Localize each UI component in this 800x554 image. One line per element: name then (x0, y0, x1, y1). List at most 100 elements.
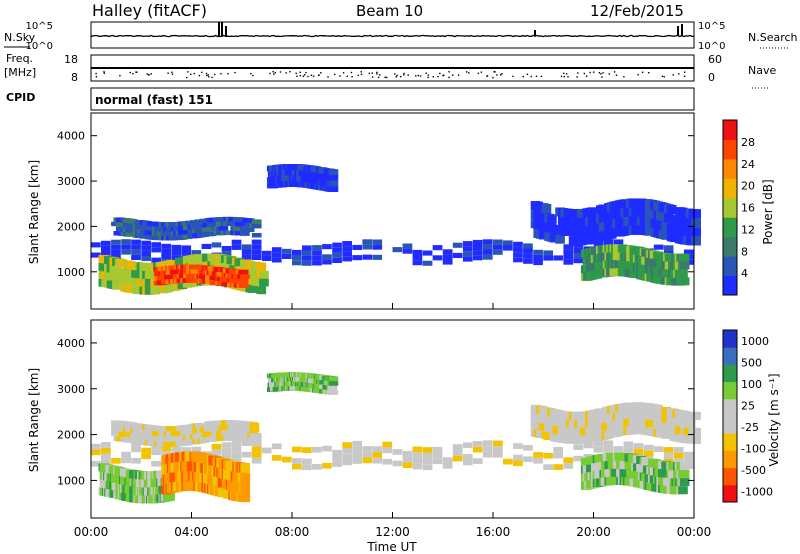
velocity-cell (372, 452, 383, 458)
power-cell (683, 249, 694, 255)
power-cell (663, 245, 674, 251)
velocity-cell (422, 464, 433, 471)
power-colorbar-tick: 8 (741, 245, 748, 258)
velocity-cell (685, 435, 696, 444)
power-cell (322, 254, 332, 260)
power-cell (259, 278, 269, 287)
beam-title: Beam 10 (356, 2, 423, 20)
velocity-band-2 (98, 463, 175, 504)
power-cell (131, 254, 141, 260)
power-cell (177, 257, 188, 266)
velocity-cell (462, 459, 473, 466)
velocity-cell (523, 445, 533, 451)
power-cell (666, 277, 677, 286)
power-cell (91, 242, 101, 248)
velocity-cell (626, 402, 636, 411)
power-cell (151, 247, 161, 253)
velocity-cell (673, 447, 684, 453)
power-cell (653, 251, 663, 260)
nave-dot (299, 71, 301, 73)
velocity-cell (579, 427, 590, 436)
velocity-cell (352, 458, 362, 464)
power-cell (422, 250, 433, 256)
nave-dot (417, 74, 419, 77)
power-colorbar-swatch (723, 256, 737, 277)
power-cell (240, 274, 250, 279)
velocity-cell (691, 435, 701, 444)
nave-label: Nave (748, 64, 776, 77)
velocity-cell (653, 404, 663, 413)
nave-dot (371, 72, 373, 74)
velocity-cell (617, 419, 628, 428)
nave-dot (342, 72, 345, 74)
power-cell (312, 245, 322, 251)
station-title: Halley (fitACF) (92, 1, 207, 20)
velocity-cell (472, 458, 483, 464)
power-cell (412, 260, 423, 266)
velocity-cell (352, 452, 362, 459)
velocity-cell (577, 435, 587, 444)
power-cell (568, 227, 579, 237)
nave-dot (526, 73, 529, 75)
power-cell (462, 251, 473, 257)
velocity-cell (120, 431, 131, 437)
power-colorbar-tick: 12 (741, 223, 755, 236)
nave-dot (576, 76, 578, 78)
power-cell (442, 259, 453, 265)
velocity-cell (482, 440, 493, 446)
velocity-cell (530, 412, 541, 421)
power-cell (261, 250, 272, 256)
power-cell (679, 277, 690, 286)
power-cell (191, 250, 202, 256)
velocity-cell (251, 446, 262, 453)
velocity-cell (641, 457, 651, 466)
nave-dot (615, 74, 618, 76)
velocity-cell (623, 447, 634, 453)
power-cell (248, 269, 258, 278)
velocity-band-1 (111, 420, 262, 447)
velocity-cell (231, 440, 242, 447)
velocity-cell (217, 487, 228, 498)
velocity-band-3 (161, 451, 251, 503)
power-cell (271, 252, 282, 258)
x-tick-label: 20:00 (576, 525, 611, 539)
power-cell (523, 248, 533, 254)
velocity-cell (679, 478, 690, 487)
velocity-cell (271, 455, 282, 461)
power-cell (620, 199, 631, 209)
nave-dot (103, 72, 105, 74)
power-cell (131, 249, 141, 255)
power-cell (587, 225, 598, 235)
velocity-cell (271, 443, 282, 450)
velocity-cell (292, 463, 302, 470)
power-colorbar-swatch (723, 158, 737, 179)
power-colorbar-tick: 24 (741, 158, 755, 171)
power-cell (332, 257, 342, 263)
velocity-cell (332, 455, 342, 462)
velocity-cell (543, 452, 553, 459)
velocity-cell (643, 444, 654, 451)
power-cell (679, 261, 690, 270)
power-cell (523, 243, 533, 249)
velocity-cell (382, 447, 393, 454)
velocity-colorbar-frame (722, 329, 738, 503)
x-tick-label: 04:00 (174, 525, 209, 539)
power-cell (206, 222, 217, 227)
velocity-cell (131, 446, 141, 453)
velocity-cell (611, 476, 621, 485)
nave-dot (439, 72, 441, 75)
power-cell (452, 252, 463, 258)
nave-dot (279, 71, 282, 73)
power-cell (631, 270, 641, 279)
power-cell (196, 265, 206, 270)
velocity-cell (568, 419, 579, 428)
power-cell (513, 257, 523, 263)
velocity-cell (691, 411, 701, 420)
velocity-cell (615, 428, 625, 436)
power-cell (679, 253, 690, 262)
velocity-cell (221, 442, 232, 448)
power-cell (493, 239, 503, 245)
power-cell (125, 261, 136, 269)
power-cell (462, 241, 473, 247)
velocity-cell (171, 446, 182, 453)
